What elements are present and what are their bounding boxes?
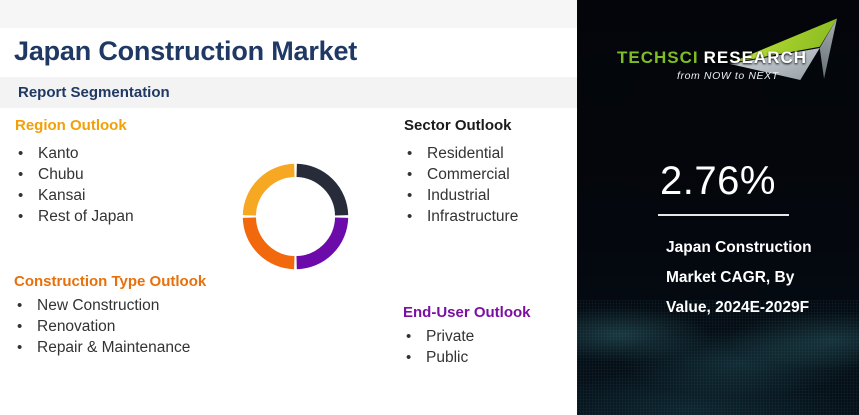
subtitle-band: Report Segmentation: [0, 77, 577, 108]
region-outlook-list: Kanto Chubu Kansai Rest of Japan: [15, 143, 134, 227]
brand-primary: TechSci: [617, 48, 699, 67]
list-item: Private: [403, 326, 474, 347]
list-item: Infrastructure: [404, 206, 518, 227]
list-item: Renovation: [14, 316, 190, 337]
construction-type-outlook-list: New Construction Renovation Repair & Mai…: [14, 295, 190, 358]
end-user-outlook-list: Private Public: [403, 326, 474, 368]
caption-line: Value, 2024E-2029F: [666, 299, 810, 316]
list-item: Kansai: [15, 185, 134, 206]
sector-outlook-list: Residential Commercial Industrial Infras…: [404, 143, 518, 227]
donut-segment: [242, 163, 349, 270]
top-strip: [0, 0, 577, 28]
list-item: Industrial: [404, 185, 518, 206]
subtitle: Report Segmentation: [18, 84, 170, 101]
construction-type-outlook-heading: Construction Type Outlook: [14, 273, 207, 290]
list-item: Commercial: [404, 164, 518, 185]
end-user-outlook-heading: End-User Outlook: [403, 304, 531, 321]
region-outlook-heading: Region Outlook: [15, 117, 127, 134]
list-item: Public: [403, 347, 474, 368]
page-title: Japan Construction Market: [14, 36, 358, 66]
techsci-research-logo: TechSci Research from NOW to NEXT: [617, 12, 837, 90]
list-item: Rest of Japan: [15, 206, 134, 227]
cagr-value: 2.76%: [660, 159, 776, 203]
list-item: Kanto: [15, 143, 134, 164]
list-item: Residential: [404, 143, 518, 164]
list-item: Repair & Maintenance: [14, 337, 190, 358]
divider-line: [658, 214, 789, 216]
brand-wordmark: TechSci Research: [617, 48, 807, 68]
stat-panel: TechSci Research from NOW to NEXT 2.76% J…: [577, 0, 859, 415]
donut-segment: [242, 163, 349, 270]
brand-tagline: from NOW to NEXT: [677, 70, 779, 82]
sector-outlook-heading: Sector Outlook: [404, 117, 512, 134]
list-item: Chubu: [15, 164, 134, 185]
caption-line: Japan Construction: [666, 239, 812, 256]
donut-segment: [242, 163, 349, 270]
cagr-caption: Japan Construction Market CAGR, By Value…: [666, 233, 812, 323]
segmentation-area: Japan Construction Market Report Segment…: [0, 0, 577, 415]
donut-chart: [242, 163, 349, 270]
caption-line: Market CAGR, By: [666, 269, 795, 286]
brand-secondary: Research: [703, 48, 808, 67]
arrow-icon: [729, 16, 837, 80]
list-item: New Construction: [14, 295, 190, 316]
donut-segment: [242, 163, 349, 270]
wave-texture: [577, 300, 859, 415]
